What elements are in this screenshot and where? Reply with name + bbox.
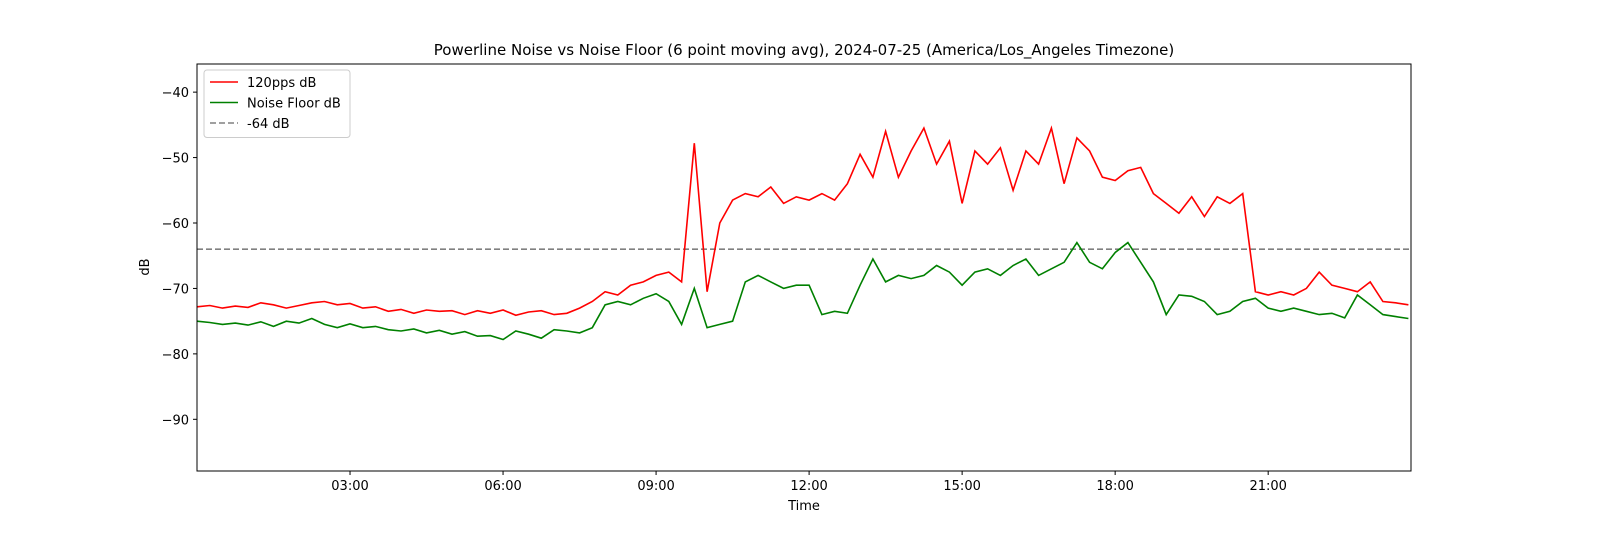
y-tick-label: −90 — [162, 413, 189, 428]
x-tick-label: 03:00 — [331, 479, 368, 494]
x-tick-label: 18:00 — [1096, 479, 1133, 494]
y-axis-label: dB — [138, 258, 153, 275]
x-axis-label: Time — [787, 499, 820, 514]
y-tick-label: −70 — [162, 282, 189, 297]
legend-label: Noise Floor dB — [247, 97, 341, 112]
x-tick-label: 21:00 — [1249, 479, 1286, 494]
chart-title: Powerline Noise vs Noise Floor (6 point … — [434, 41, 1174, 60]
data-line — [197, 125, 1409, 317]
x-tick-label: 12:00 — [790, 479, 827, 494]
x-tick-label: 15:00 — [943, 479, 980, 494]
x-tick-label: 09:00 — [637, 479, 674, 494]
y-tick-label: −60 — [162, 217, 189, 232]
plot-frame — [196, 63, 1412, 472]
data-line — [197, 241, 1409, 341]
legend-label: -64 dB — [247, 117, 290, 132]
legend-box — [203, 69, 351, 138]
y-tick-label: −80 — [162, 348, 189, 363]
y-tick-label: −40 — [162, 86, 189, 101]
x-tick-label: 06:00 — [484, 479, 521, 494]
y-tick-label: −50 — [162, 152, 189, 167]
legend-label: 120pps dB — [247, 76, 316, 91]
